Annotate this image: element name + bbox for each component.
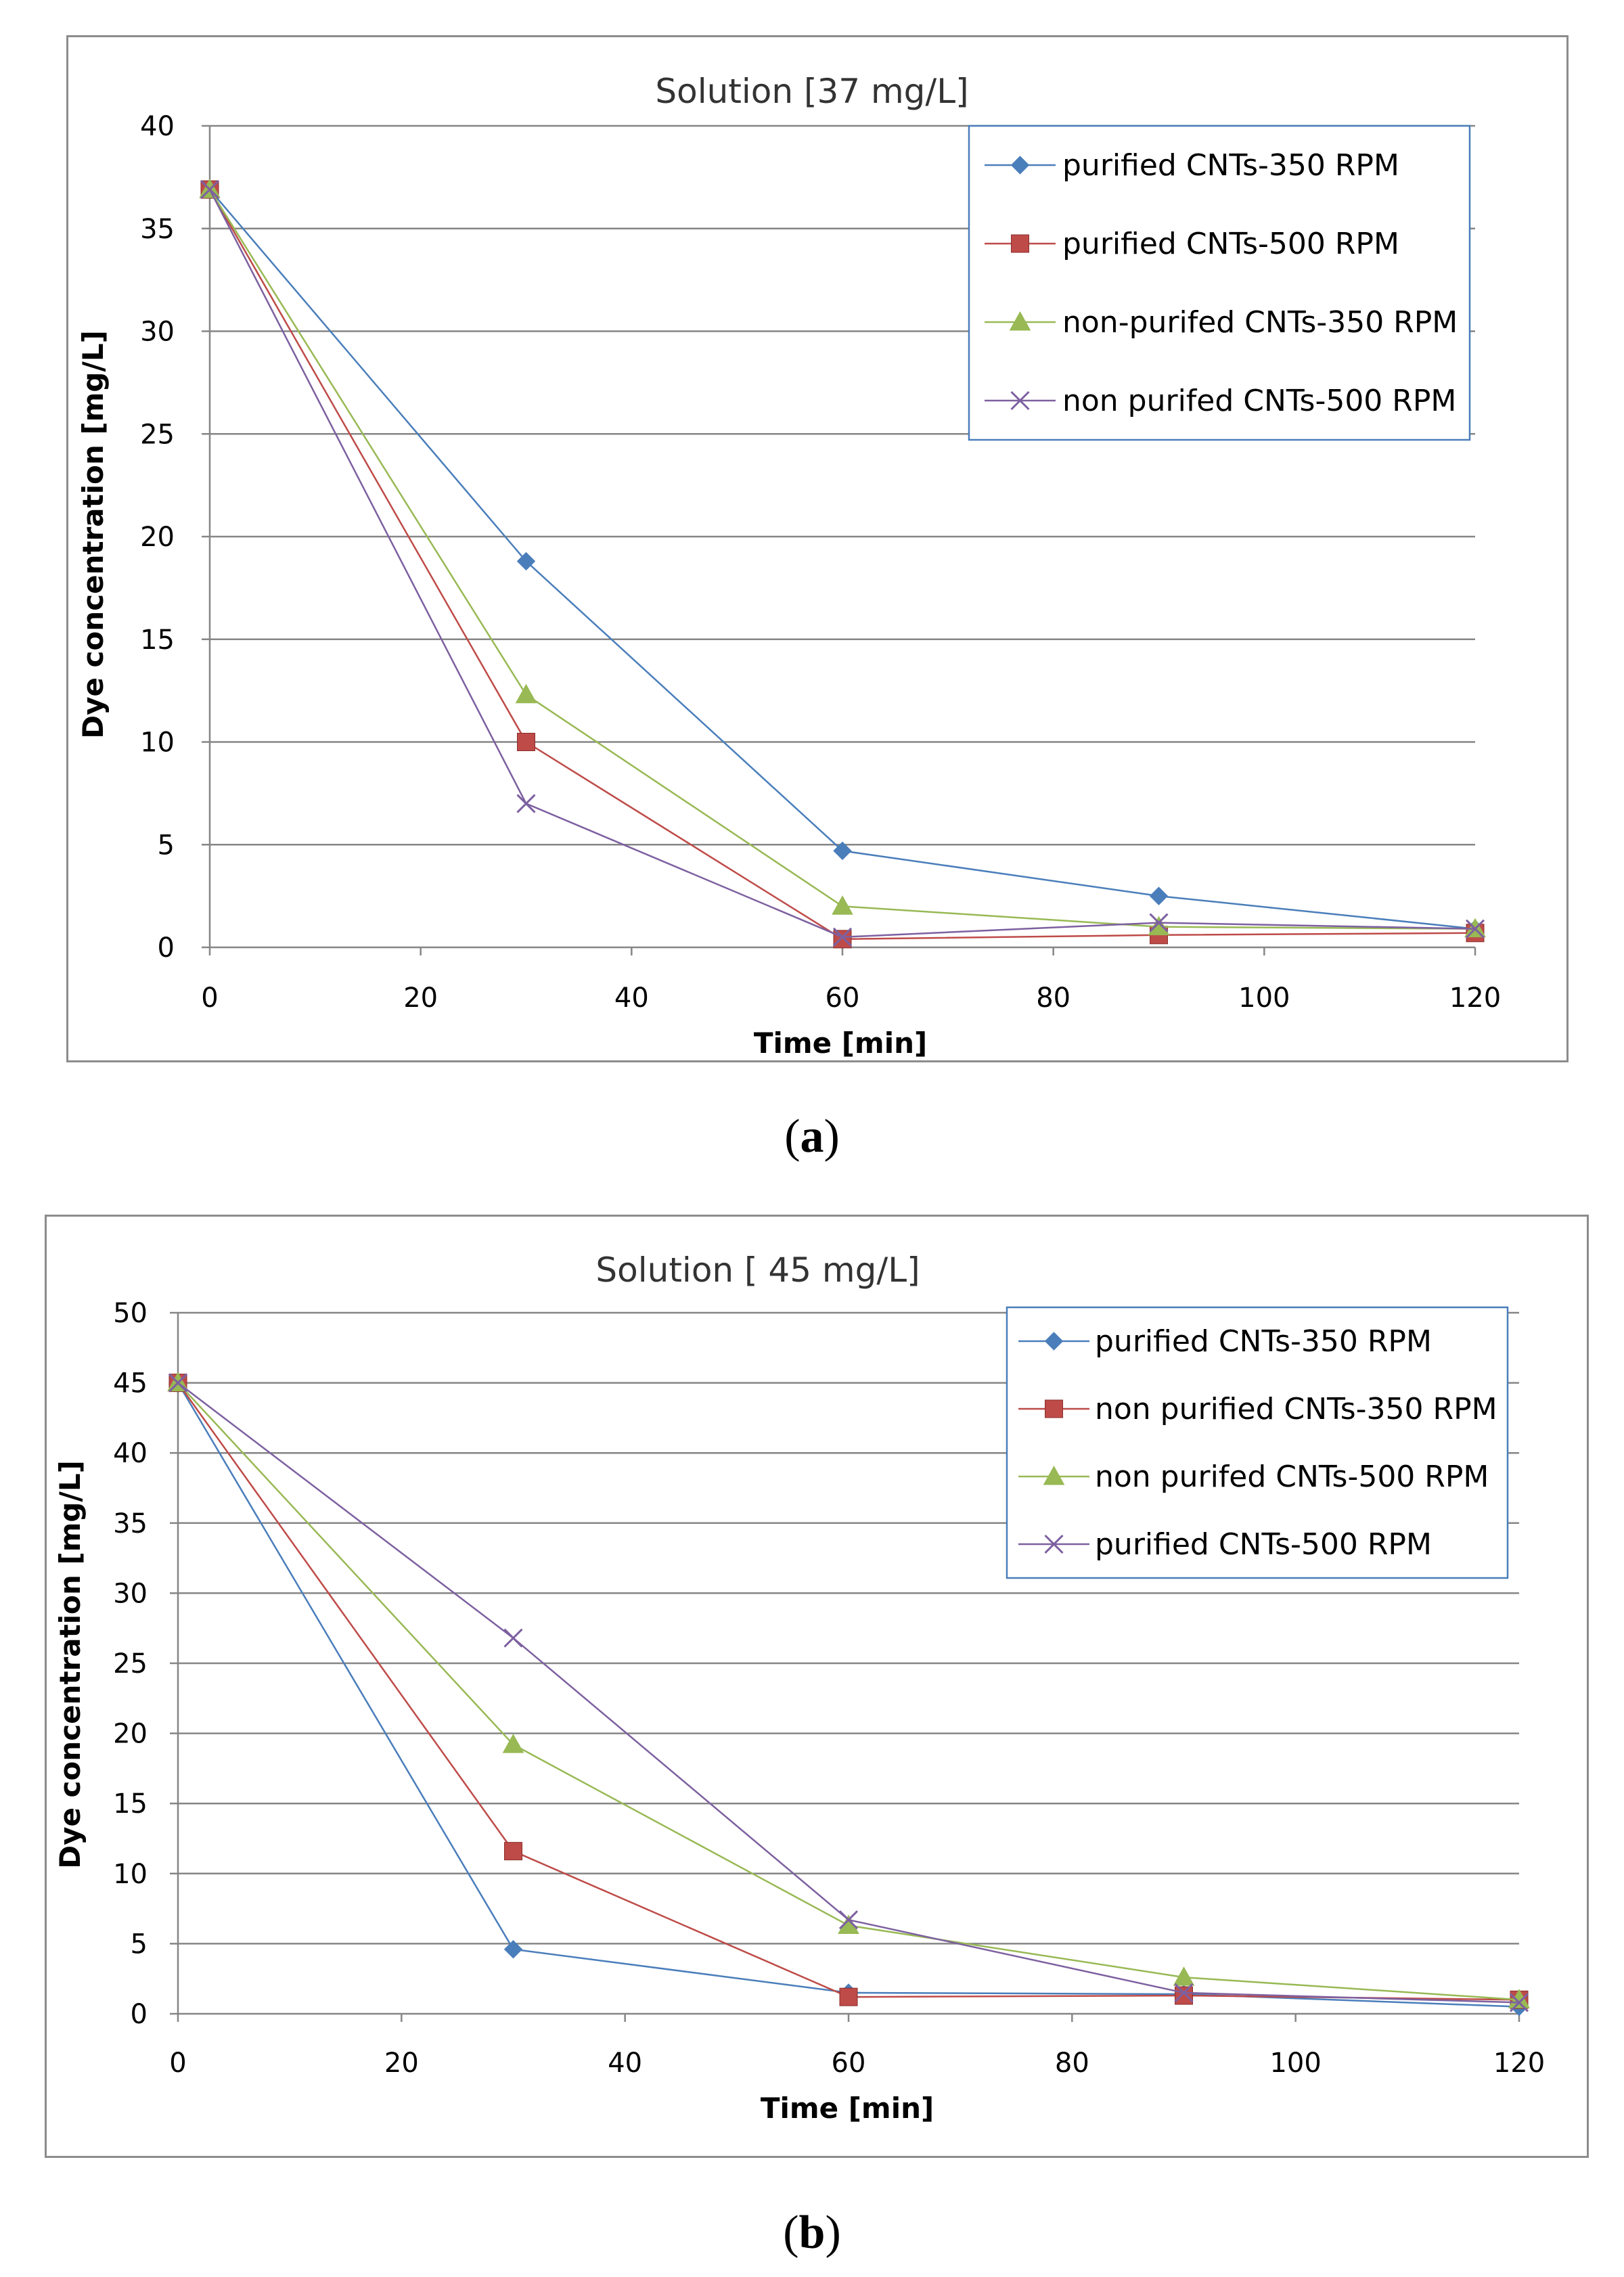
chart-a-xtick-label: 20 bbox=[403, 983, 438, 1014]
chart-b-series-4-point bbox=[1174, 1983, 1194, 2002]
chart-b-ytick-label: 5 bbox=[131, 1929, 148, 1960]
chart-b-ytick-label: 40 bbox=[113, 1438, 148, 1469]
chart-a-series-4-point bbox=[1149, 913, 1169, 932]
chart-b-series-3-point bbox=[502, 1734, 524, 1753]
chart-a-ytick-label: 35 bbox=[140, 214, 175, 245]
chart-a-legend-marker-4 bbox=[1010, 390, 1030, 411]
chart-b-xtick-label: 120 bbox=[1493, 2048, 1545, 2079]
chart-b-series-3-point bbox=[1173, 1966, 1195, 1986]
caption-a: (a) bbox=[784, 1110, 840, 1163]
chart-b-series-4-point bbox=[503, 1628, 523, 1648]
chart-a-title: Solution [37 mg/L] bbox=[655, 72, 968, 111]
chart-a-series-3-point bbox=[515, 683, 537, 704]
chart-b-legend-label-1: purified CNTs-350 RPM bbox=[1095, 1324, 1432, 1359]
chart-b-legend-marker-3 bbox=[1043, 1465, 1065, 1485]
chart-a-xtick-label: 120 bbox=[1449, 983, 1501, 1014]
chart-a-series-2-point bbox=[833, 930, 852, 949]
chart-a-legend-marker-2 bbox=[1011, 234, 1029, 253]
chart-b-ytick-label: 45 bbox=[113, 1368, 148, 1399]
chart-b-series-4-point bbox=[1509, 1993, 1529, 2012]
chart-b-series-2-point bbox=[1175, 1986, 1193, 2005]
chart-a-legend-label-2: purified CNTs-500 RPM bbox=[1062, 227, 1399, 261]
chart-b-series-4-point bbox=[838, 1910, 859, 1930]
chart-b-xtick-label: 20 bbox=[384, 2048, 419, 2079]
chart-a-ytick-label: 0 bbox=[158, 932, 175, 964]
chart-a-ylabel: Dye concentration [mg/L] bbox=[76, 330, 110, 739]
chart-b-xtick-label: 80 bbox=[1055, 2048, 1089, 2079]
chart-a-ytick-label: 20 bbox=[140, 522, 175, 553]
chart-a-ytick-label: 5 bbox=[158, 830, 175, 861]
chart-b-xtick-label: 0 bbox=[169, 2048, 186, 2079]
chart-a-xtick-label: 0 bbox=[201, 983, 218, 1014]
chart-a-ytick-label: 40 bbox=[140, 111, 175, 142]
chart-a-series-3-point bbox=[1148, 916, 1170, 936]
chart-a-legend-label-4: non purifed CNTs-500 RPM bbox=[1062, 384, 1456, 418]
chart-a-series-1-point bbox=[1149, 886, 1169, 905]
chart-a-legend-marker-3 bbox=[1009, 311, 1031, 331]
chart-a-xlabel: Time [min] bbox=[754, 1027, 927, 1060]
chart-a-series-4-point bbox=[832, 927, 853, 947]
chart-a-series-1-point bbox=[833, 841, 852, 861]
chart-b-ytick-label: 30 bbox=[113, 1578, 148, 1609]
chart-a-ytick-label: 25 bbox=[140, 419, 175, 450]
chart-b-ytick-label: 0 bbox=[131, 1999, 148, 2030]
chart-a-ytick-label: 30 bbox=[140, 317, 175, 348]
caption-letter-a: a bbox=[800, 1110, 824, 1163]
caption-b: (b) bbox=[783, 2207, 841, 2259]
chart-b-ytick-label: 15 bbox=[113, 1788, 148, 1820]
chart-b-ylabel: Dye concentration [mg/L] bbox=[53, 1460, 87, 1869]
chart-b-legend-marker-4 bbox=[1044, 1534, 1064, 1554]
chart-a-xtick-label: 40 bbox=[614, 983, 649, 1014]
chart-a-series-1-point bbox=[516, 551, 536, 571]
chart-a-series-4-point bbox=[200, 180, 220, 200]
chart-b-series-2-point bbox=[839, 1987, 858, 2006]
chart-a-ytick-label: 15 bbox=[140, 625, 175, 656]
chart-b-legend-marker-1 bbox=[1044, 1332, 1064, 1351]
chart-b-xtick-label: 60 bbox=[832, 2048, 866, 2079]
chart-a-legend-label-3: non-purifed CNTs-350 RPM bbox=[1062, 305, 1458, 340]
chart-b-ytick-label: 50 bbox=[113, 1298, 148, 1329]
chart-b-legend-box bbox=[1006, 1306, 1509, 1579]
chart-b-series-2-point bbox=[504, 1842, 522, 1861]
chart-a-xtick-label: 60 bbox=[826, 983, 860, 1014]
chart-a-xtick-label: 80 bbox=[1036, 983, 1070, 1014]
chart-b-title: Solution [ 45 mg/L] bbox=[595, 1250, 920, 1290]
chart-b-xlabel: Time [min] bbox=[761, 2092, 934, 2125]
chart-b-xtick-label: 40 bbox=[608, 2048, 642, 2079]
chart-a-xtick-label: 100 bbox=[1238, 983, 1290, 1014]
chart-b-ytick-label: 35 bbox=[113, 1508, 148, 1539]
chart-a-series-3-point bbox=[832, 895, 853, 915]
chart-b-legend-label-2: non purified CNTs-350 RPM bbox=[1095, 1392, 1497, 1426]
chart-b-ytick-label: 20 bbox=[113, 1719, 148, 1750]
chart-b-legend-label-4: purified CNTs-500 RPM bbox=[1095, 1527, 1432, 1562]
chart-b-legend-label-3: non purifed CNTs-500 RPM bbox=[1095, 1460, 1489, 1494]
chart-b-series-3-point bbox=[838, 1914, 859, 1934]
chart-b-legend-marker-2 bbox=[1045, 1399, 1063, 1418]
chart-b-series-4-point bbox=[168, 1373, 188, 1393]
chart-a-series-2-point bbox=[517, 733, 535, 751]
chart-a-series-4-point bbox=[516, 794, 536, 813]
chart-b-xtick-label: 100 bbox=[1269, 2048, 1321, 2079]
chart-a-ytick-label: 10 bbox=[140, 727, 175, 759]
chart-a-series-4-point bbox=[1465, 919, 1485, 939]
caption-letter-b: b bbox=[798, 2207, 826, 2259]
chart-b-series-1-point bbox=[503, 1939, 523, 1959]
chart-a-legend-label-1: purified CNTs-350 RPM bbox=[1062, 148, 1399, 183]
chart-a-legend-marker-1 bbox=[1010, 156, 1030, 175]
chart-a-legend-box bbox=[968, 125, 1471, 441]
chart-b-ytick-label: 10 bbox=[113, 1859, 148, 1890]
chart-b-ytick-label: 25 bbox=[113, 1648, 148, 1679]
